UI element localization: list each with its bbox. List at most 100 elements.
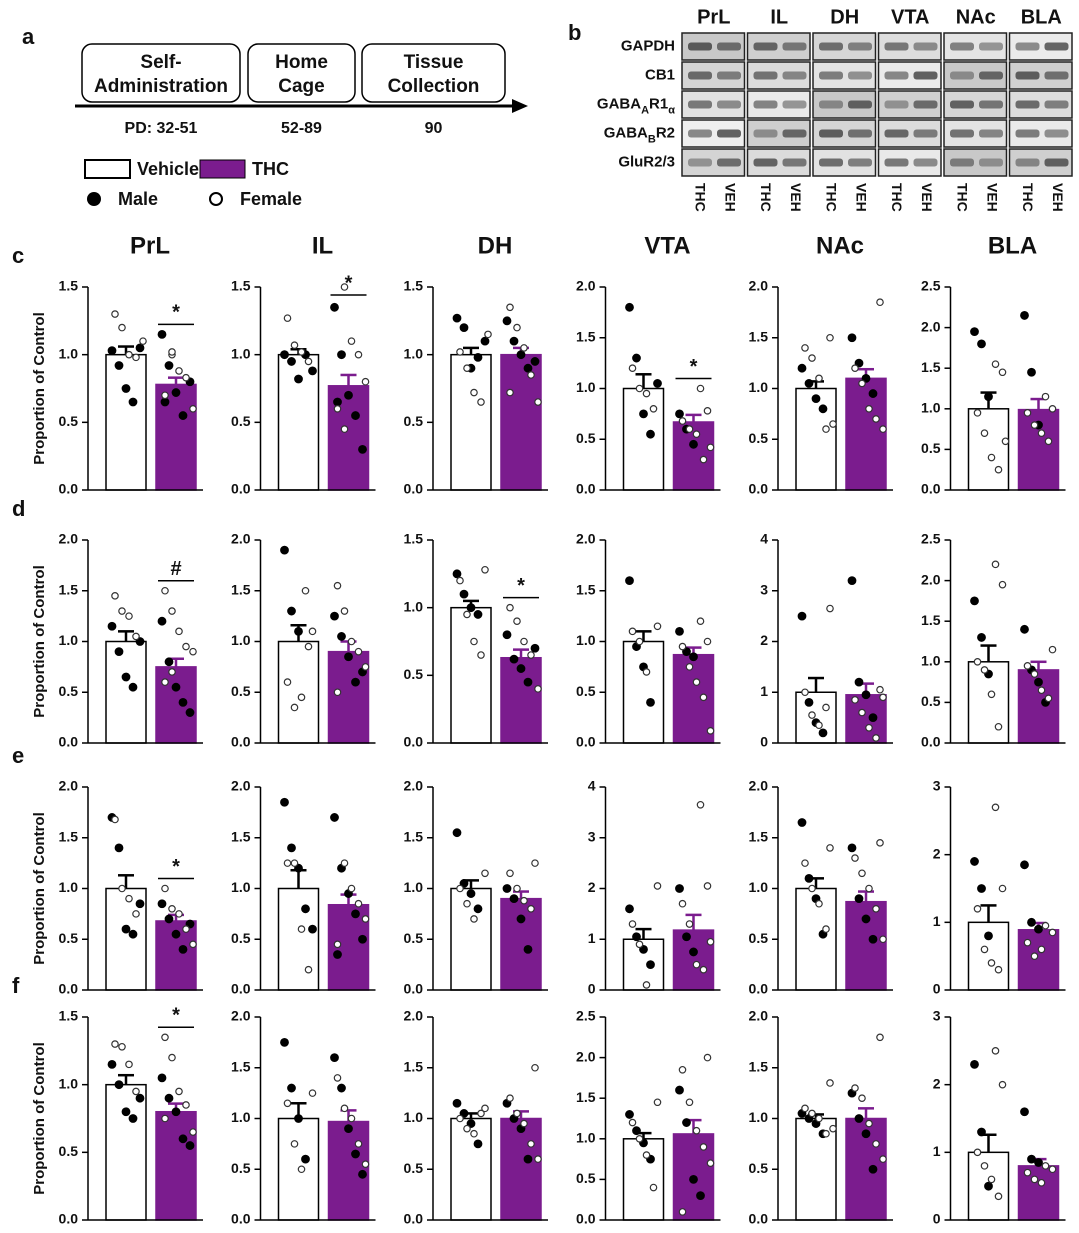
y-tick-label: 1 bbox=[933, 913, 941, 929]
female-point bbox=[999, 581, 1005, 587]
legend-label: Female bbox=[240, 189, 302, 209]
female-point bbox=[823, 1131, 829, 1137]
female-point bbox=[176, 1088, 182, 1094]
female-point bbox=[362, 1161, 368, 1167]
significance-mark: * bbox=[517, 575, 525, 597]
female-point bbox=[650, 406, 656, 412]
y-tick-label: 2.0 bbox=[231, 531, 251, 547]
male-point bbox=[359, 446, 367, 454]
male-point bbox=[186, 1142, 194, 1150]
female-point bbox=[535, 399, 541, 405]
blot-band bbox=[688, 72, 712, 80]
male-point bbox=[302, 1155, 310, 1163]
y-tick-label: 2.0 bbox=[231, 1008, 251, 1024]
male-point bbox=[855, 895, 863, 903]
female-point bbox=[1024, 939, 1030, 945]
female-point bbox=[291, 860, 297, 866]
blot-band bbox=[848, 101, 872, 109]
male-point bbox=[165, 362, 173, 370]
male-point bbox=[985, 393, 993, 401]
y-tick-label: 1.5 bbox=[921, 359, 941, 375]
female-point bbox=[291, 342, 297, 348]
female-point bbox=[643, 982, 649, 988]
female-point bbox=[700, 1144, 706, 1150]
y-tick-label: 0.5 bbox=[749, 430, 769, 446]
y-tick-label: 1.0 bbox=[404, 1109, 424, 1125]
y-tick-label: 0.5 bbox=[231, 930, 251, 946]
female-point bbox=[974, 1149, 980, 1155]
female-point bbox=[686, 1099, 692, 1105]
female-point bbox=[852, 697, 858, 703]
panel-letter: b bbox=[568, 20, 581, 45]
bar bbox=[969, 409, 1009, 490]
female-point bbox=[693, 1127, 699, 1133]
female-point bbox=[823, 926, 829, 932]
y-tick-label: 3 bbox=[760, 581, 768, 597]
y-tick-label: 1.5 bbox=[59, 278, 79, 294]
male-point bbox=[531, 358, 539, 366]
female-point bbox=[478, 1110, 484, 1116]
female-point bbox=[995, 724, 1001, 730]
blot-row: GluR2/3 bbox=[618, 153, 675, 170]
blot-band bbox=[1045, 72, 1069, 80]
female-point bbox=[802, 860, 808, 866]
y-tick-label: 0.5 bbox=[921, 440, 941, 456]
step-label: Home bbox=[275, 52, 328, 73]
male-point bbox=[848, 577, 856, 585]
female-point bbox=[478, 652, 484, 658]
female-point bbox=[133, 633, 139, 639]
female-point bbox=[816, 722, 822, 728]
y-tick-label: 0.5 bbox=[59, 413, 79, 429]
female-point bbox=[305, 643, 311, 649]
female-point bbox=[126, 895, 132, 901]
y-tick-label: 0 bbox=[588, 981, 596, 997]
y-tick-label: 4 bbox=[760, 531, 768, 547]
blot-band bbox=[950, 72, 974, 80]
female-point bbox=[355, 1141, 361, 1147]
female-point bbox=[629, 628, 635, 634]
female-point bbox=[521, 638, 527, 644]
bar bbox=[156, 667, 196, 743]
male-point bbox=[136, 1094, 144, 1102]
male-point bbox=[338, 1084, 346, 1092]
female-point bbox=[514, 1110, 520, 1116]
male-point bbox=[334, 951, 342, 959]
y-tick-label: 0.5 bbox=[231, 683, 251, 699]
blot-band bbox=[688, 130, 712, 138]
female-point bbox=[334, 406, 340, 412]
female-point bbox=[880, 1156, 886, 1162]
bar bbox=[846, 378, 886, 490]
female-point bbox=[981, 946, 987, 952]
bar bbox=[501, 355, 541, 490]
male-point bbox=[978, 634, 986, 642]
bar bbox=[796, 692, 836, 743]
male-point bbox=[985, 1182, 993, 1190]
female-point bbox=[291, 1141, 297, 1147]
male-point bbox=[1035, 925, 1043, 933]
male-point bbox=[474, 611, 482, 619]
female-point bbox=[643, 390, 649, 396]
female-point bbox=[471, 1131, 477, 1137]
male-point bbox=[978, 340, 986, 348]
female-point bbox=[284, 679, 290, 685]
female-point bbox=[802, 689, 808, 695]
blot-column: BLA bbox=[1021, 6, 1062, 28]
male-point bbox=[179, 412, 187, 420]
female-point bbox=[341, 860, 347, 866]
male-point bbox=[460, 590, 468, 598]
female-point bbox=[162, 392, 168, 398]
male-point bbox=[1028, 919, 1036, 927]
female-point bbox=[532, 1065, 538, 1071]
female-point bbox=[827, 605, 833, 611]
female-point bbox=[341, 1105, 347, 1111]
y-tick-label: 1.0 bbox=[231, 632, 251, 648]
blot-row-part: α bbox=[668, 104, 675, 116]
female-point bbox=[284, 1100, 290, 1106]
y-tick-label: 1.5 bbox=[576, 581, 596, 597]
female-point bbox=[866, 725, 872, 731]
y-tick-label: 0.0 bbox=[749, 481, 769, 497]
y-tick-label: 0.5 bbox=[749, 930, 769, 946]
male-point bbox=[524, 946, 532, 954]
male-point bbox=[352, 910, 360, 918]
male-point bbox=[862, 691, 870, 699]
